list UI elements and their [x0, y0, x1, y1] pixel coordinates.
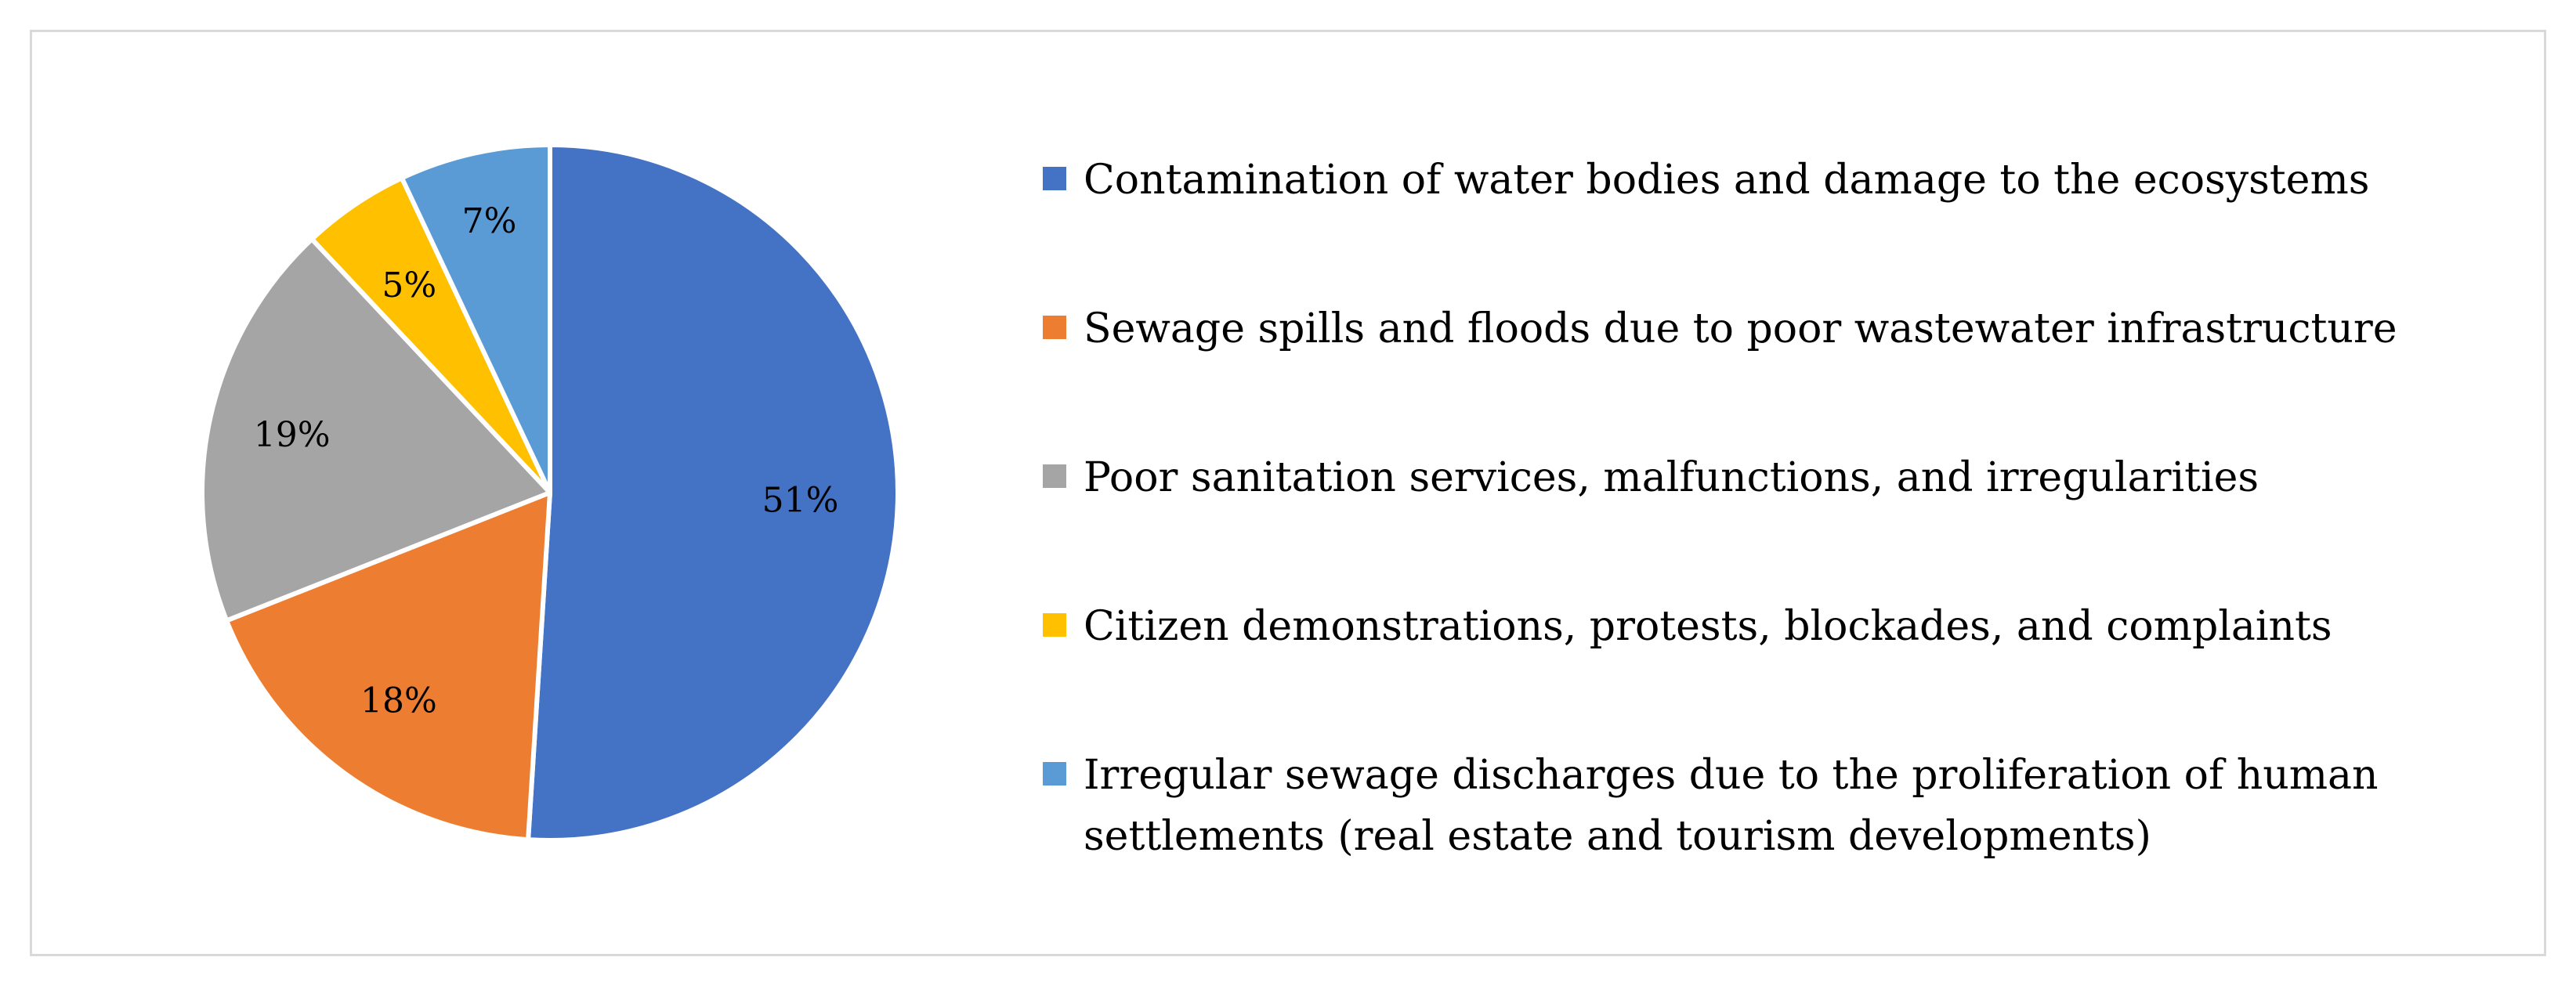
legend-item-poor-sanitation: Poor sanitation services, malfunctions, …: [1043, 447, 2494, 508]
legend-swatch-poor-sanitation: [1043, 464, 1066, 488]
legend-label-sewage-spills: Sewage spills and floods due to poor was…: [1084, 305, 2397, 352]
legend-swatch-contamination: [1043, 167, 1066, 190]
pie-data-labels: 51% 18% 19% 5% 7%: [254, 201, 839, 721]
pie-slice-contamination: [526, 143, 901, 843]
legend-swatch-citizen-demonstrations: [1043, 613, 1066, 637]
legend-item-sewage-spills: Sewage spills and floods due to poor was…: [1043, 298, 2494, 359]
data-label-contamination: 51%: [762, 481, 839, 521]
legend-label-contamination: Contamination of water bodies and damage…: [1084, 157, 2370, 204]
legend-item-contamination: Contamination of water bodies and damage…: [1043, 150, 2494, 211]
pie-chart: 51% 18% 19% 5% 7%: [200, 143, 901, 843]
pie-slices: [200, 143, 901, 843]
pie-slice-irregular-discharges: [399, 143, 552, 495]
pie-slice-sewage-spills: [224, 490, 552, 843]
data-label-irregular-discharges: 7%: [462, 201, 517, 241]
chart-frame: 51% 18% 19% 5% 7% Contamination of water bod…: [30, 30, 2546, 956]
legend-item-citizen-demonstrations: Citizen demonstrations, protests, blocka…: [1043, 596, 2494, 657]
legend-swatch-sewage-spills: [1043, 316, 1066, 339]
data-label-sewage-spills: 18%: [360, 681, 437, 721]
pie-slice-poor-sanitation: [200, 237, 552, 623]
legend-label-citizen-demonstrations: Citizen demonstrations, protests, blocka…: [1084, 603, 2332, 650]
legend-label-irregular-discharges: Irregular sewage discharges due to the p…: [1084, 752, 2379, 860]
legend-swatch-irregular-discharges: [1043, 762, 1066, 786]
data-label-poor-sanitation: 19%: [254, 415, 331, 455]
legend-item-irregular-discharges: Irregular sewage discharges due to the p…: [1043, 745, 2494, 867]
legend-label-poor-sanitation: Poor sanitation services, malfunctions, …: [1084, 454, 2259, 501]
data-label-citizen-demonstrations: 5%: [382, 265, 436, 305]
